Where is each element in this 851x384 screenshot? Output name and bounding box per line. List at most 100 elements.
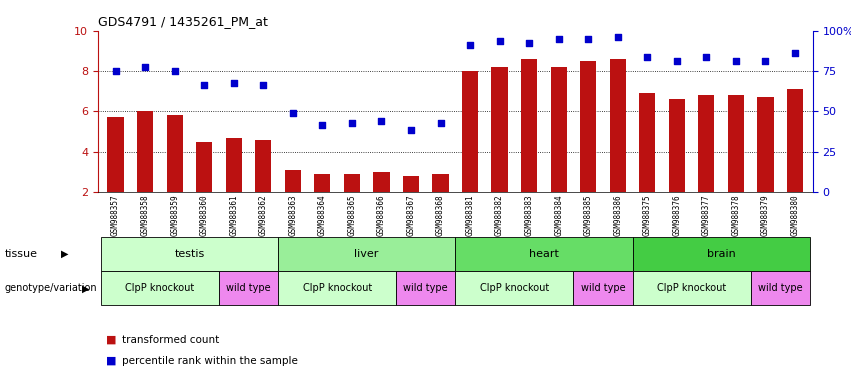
Point [109, 68, 123, 74]
Text: GDS4791 / 1435261_PM_at: GDS4791 / 1435261_PM_at [98, 15, 268, 28]
Text: GSM988386: GSM988386 [614, 194, 622, 236]
Point [346, 121, 359, 127]
Text: GSM988378: GSM988378 [731, 194, 740, 236]
Bar [574, 271, 632, 305]
Text: GSM988385: GSM988385 [584, 194, 592, 236]
Point [463, 42, 477, 48]
Bar [397, 271, 455, 305]
Bar [698, 95, 715, 192]
Text: liver: liver [355, 249, 379, 259]
Bar [455, 237, 632, 271]
Bar [787, 89, 803, 192]
Bar [344, 174, 360, 192]
Bar [462, 71, 478, 192]
Point [523, 40, 536, 46]
Text: ■: ■ [106, 335, 117, 345]
Text: GSM988366: GSM988366 [377, 194, 386, 236]
Text: GSM988358: GSM988358 [140, 194, 150, 236]
Point [611, 34, 625, 40]
Text: GSM988362: GSM988362 [259, 194, 268, 236]
Bar [551, 67, 567, 192]
Text: GSM988360: GSM988360 [200, 194, 208, 236]
Bar [100, 237, 278, 271]
Text: ClpP knockout: ClpP knockout [480, 283, 549, 293]
Bar [219, 271, 278, 305]
Text: ClpP knockout: ClpP knockout [302, 283, 372, 293]
Text: transformed count: transformed count [122, 335, 219, 345]
Text: tissue: tissue [4, 249, 37, 259]
Text: testis: testis [174, 249, 204, 259]
Bar [432, 174, 448, 192]
Text: brain: brain [707, 249, 735, 259]
Bar [107, 118, 123, 192]
Point [758, 58, 772, 64]
Text: GSM988377: GSM988377 [702, 194, 711, 236]
Bar [751, 271, 810, 305]
Point [286, 110, 300, 116]
Point [551, 36, 565, 42]
Point [227, 80, 241, 86]
Bar [609, 59, 625, 192]
Text: GSM988363: GSM988363 [288, 194, 297, 236]
Point [788, 50, 802, 56]
Bar [314, 174, 330, 192]
Bar [285, 170, 301, 192]
Point [316, 122, 329, 129]
Bar [196, 142, 213, 192]
Bar [580, 61, 597, 192]
Bar [278, 237, 455, 271]
Text: wild type: wild type [758, 283, 802, 293]
Text: GSM988365: GSM988365 [347, 194, 357, 236]
Bar [137, 111, 153, 192]
Bar [632, 271, 751, 305]
Bar [669, 99, 685, 192]
Text: ▶: ▶ [82, 283, 89, 293]
Bar [255, 140, 271, 192]
Bar [632, 237, 810, 271]
Text: wild type: wild type [226, 283, 271, 293]
Text: GSM988376: GSM988376 [672, 194, 682, 236]
Text: ClpP knockout: ClpP knockout [657, 283, 726, 293]
Bar [226, 137, 242, 192]
Text: percentile rank within the sample: percentile rank within the sample [122, 356, 298, 366]
Point [256, 82, 270, 88]
Text: GSM988384: GSM988384 [554, 194, 563, 236]
Point [581, 36, 595, 42]
Bar [167, 115, 183, 192]
Point [434, 121, 448, 127]
Text: GSM988357: GSM988357 [111, 194, 120, 236]
Text: heart: heart [529, 249, 559, 259]
Point [641, 54, 654, 60]
Bar [492, 67, 508, 192]
Text: ■: ■ [106, 356, 117, 366]
Text: GSM988381: GSM988381 [465, 194, 475, 236]
Text: GSM988367: GSM988367 [407, 194, 415, 236]
Point [197, 82, 211, 88]
Text: GSM988383: GSM988383 [524, 194, 534, 236]
Point [700, 54, 713, 60]
Bar [278, 271, 397, 305]
Bar [757, 97, 774, 192]
Text: wild type: wild type [403, 283, 448, 293]
Text: ClpP knockout: ClpP knockout [125, 283, 195, 293]
Text: ▶: ▶ [61, 249, 69, 259]
Text: GSM988380: GSM988380 [791, 194, 799, 236]
Point [168, 68, 181, 74]
Point [493, 38, 506, 44]
Point [404, 126, 418, 132]
Text: GSM988382: GSM988382 [495, 194, 504, 236]
Text: GSM988364: GSM988364 [318, 194, 327, 236]
Point [729, 58, 743, 64]
Text: wild type: wild type [580, 283, 625, 293]
Text: GSM988379: GSM988379 [761, 194, 770, 236]
Text: GSM988368: GSM988368 [436, 194, 445, 236]
Point [670, 58, 683, 64]
Bar [403, 176, 419, 192]
Point [139, 64, 152, 70]
Text: genotype/variation: genotype/variation [4, 283, 97, 293]
Bar [455, 271, 574, 305]
Text: GSM988375: GSM988375 [643, 194, 652, 236]
Text: GSM988359: GSM988359 [170, 194, 180, 236]
Bar [728, 95, 744, 192]
Bar [374, 172, 390, 192]
